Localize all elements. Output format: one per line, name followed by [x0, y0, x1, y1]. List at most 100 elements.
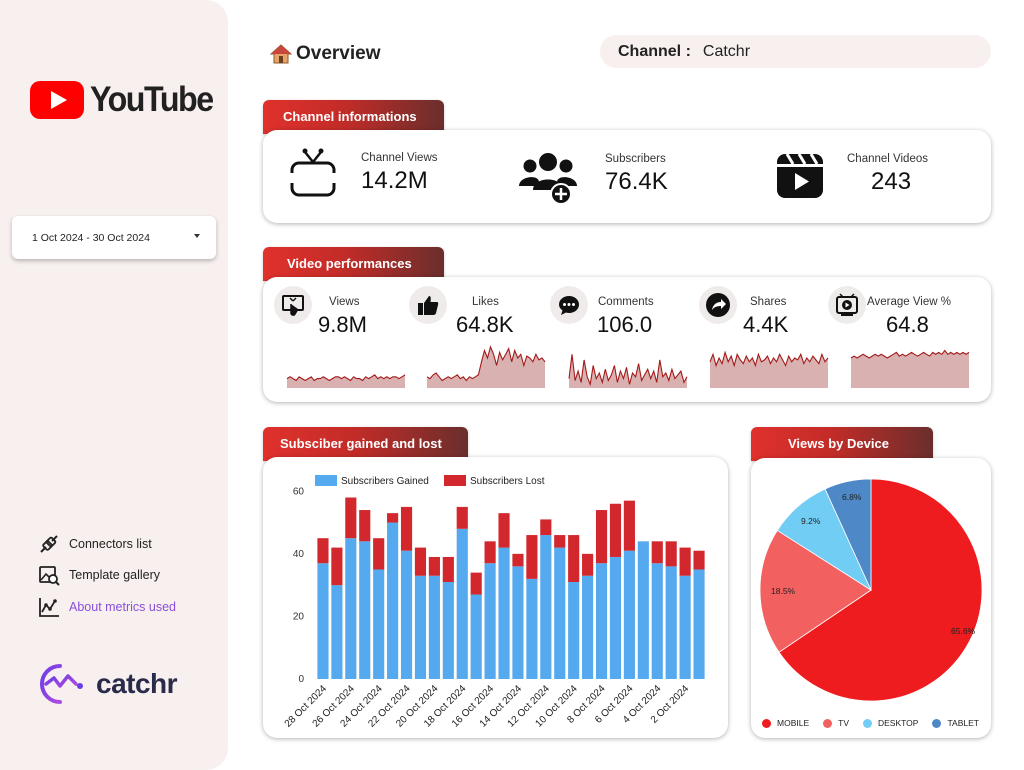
kpi-label: Subscribers	[605, 153, 666, 165]
bar-lost	[373, 538, 385, 570]
sparkline-fill	[851, 350, 969, 388]
legend-label: DESKTOP	[878, 718, 919, 728]
bar-gained	[498, 547, 510, 679]
y-tick-label: 60	[293, 486, 305, 497]
bar-gained	[456, 528, 468, 679]
legend-item-tv: TV	[823, 718, 849, 728]
sparkline-fill	[569, 354, 687, 388]
legend-label: TV	[838, 718, 849, 728]
bar-gained	[373, 569, 385, 679]
bar-gained	[568, 582, 580, 679]
bar-lost	[400, 506, 413, 551]
bar-gained	[359, 541, 371, 679]
bar-gained	[526, 578, 538, 679]
video-clapper-icon	[777, 153, 823, 198]
bar-lost	[456, 506, 468, 529]
bar-lost	[651, 541, 663, 564]
image-search-icon	[39, 566, 60, 586]
bar-gained	[331, 585, 343, 679]
date-range-value: 1 Oct 2024 - 30 Oct 2024	[32, 231, 150, 244]
touch-screen-icon	[274, 286, 312, 324]
bar-gained	[442, 582, 454, 679]
bar-gained	[554, 547, 566, 679]
page-title-text: Overview	[296, 43, 381, 64]
pie-slice-tablet	[824, 478, 872, 591]
bar-gained	[345, 538, 357, 679]
bar-gained	[679, 575, 691, 679]
bar-gained	[428, 575, 440, 679]
legend-dot	[762, 718, 771, 728]
channel-selector[interactable]: Channel : Catchr	[600, 35, 991, 68]
legend-label: TABLET	[947, 718, 979, 728]
legend-swatch-lost	[444, 475, 466, 486]
users-add-icon	[519, 153, 577, 205]
link-template-gallery[interactable]: Template gallery	[38, 560, 176, 592]
comment-icon	[550, 286, 588, 324]
bar-gained	[540, 535, 552, 679]
bar-gained	[470, 594, 482, 679]
caret-down-icon	[194, 234, 200, 238]
metric-value-likes: 64.8K	[456, 312, 514, 337]
bar-lost	[526, 535, 538, 579]
bar-gained	[400, 550, 413, 679]
link-connectors-list[interactable]: Connectors list	[38, 528, 176, 560]
channel-value: Catchr	[702, 42, 751, 60]
legend-item-mobile: MOBILE	[762, 718, 809, 728]
pie-value-label: 18.5%	[771, 586, 796, 596]
house-icon	[270, 44, 292, 64]
bar-gained	[582, 575, 594, 679]
sparkline-4	[709, 350, 829, 368]
bar-gained	[651, 563, 663, 679]
legend-label-lost: Subscribers Lost	[470, 476, 545, 487]
pie-slice-mobile	[778, 478, 983, 702]
legend-swatch-gained	[315, 475, 337, 486]
y-tick-label: 40	[293, 549, 305, 560]
bar-lost	[554, 535, 566, 548]
bar-lost	[568, 535, 580, 582]
subscribers-chart-card: 0 20 40 60 28 Oct 2024 26 Oct 2024 24 Oct 2024…	[263, 457, 728, 738]
date-range-picker[interactable]: 1 Oct 2024 - 30 Oct 2024	[12, 216, 216, 259]
video-performances-card: Views 9.8M Likes 64.8K Comments 106.0 Sh…	[263, 277, 991, 402]
bar-lost	[359, 510, 371, 542]
link-about-metrics[interactable]: About metrics used	[38, 591, 176, 623]
plug-icon	[40, 535, 58, 553]
bar-lost	[317, 538, 329, 564]
pie-value-label: 65.6%	[951, 626, 976, 636]
legend-dot	[932, 718, 942, 728]
kpi-channel-views: Channel Views 14.2M	[289, 146, 438, 200]
device-legend: MOBILE TV DESKTOP TABLET	[762, 718, 993, 728]
tab-subscribers-chart: Subsciber gained and lost	[263, 427, 468, 461]
bar-gained	[484, 563, 496, 679]
bar-lost	[540, 519, 552, 536]
youtube-wordmark: YouTube	[90, 80, 214, 119]
tv-icon	[289, 148, 337, 197]
link-label: Connectors list	[69, 536, 152, 551]
y-tick-label: 20	[293, 611, 305, 622]
catchr-logo: catchr	[30, 660, 178, 708]
bar-gained	[637, 541, 649, 679]
metric-label-views: Views	[329, 296, 360, 308]
bar-lost	[498, 513, 510, 548]
bar-gained	[387, 522, 399, 679]
chart-line-icon	[39, 597, 59, 617]
page-title: Overview	[270, 43, 381, 65]
bar-lost	[665, 541, 677, 567]
play-screen-icon	[828, 286, 866, 324]
metric-value-shares: 4.4K	[743, 312, 789, 337]
device-pie-chart: 65.6% 18.5% 9.2% 6.8%	[759, 478, 983, 702]
metric-value-average-view: 64.8	[886, 312, 929, 337]
catchr-wordmark: catchr	[96, 668, 178, 699]
bar-lost	[595, 510, 608, 564]
kpi-subscribers: Subscribers 76.4K	[519, 148, 668, 206]
bar-lost	[679, 547, 691, 576]
bar-gained	[512, 566, 524, 679]
sparkline-fill	[427, 346, 545, 388]
catchr-mark-icon	[40, 664, 83, 704]
bar-lost	[414, 547, 427, 576]
legend-dot	[823, 718, 833, 728]
metric-label-comments: Comments	[598, 296, 654, 308]
channel-info-card: Channel Views 14.2M Subscribers 76.4K	[263, 130, 991, 223]
sparkline-3	[568, 354, 688, 387]
